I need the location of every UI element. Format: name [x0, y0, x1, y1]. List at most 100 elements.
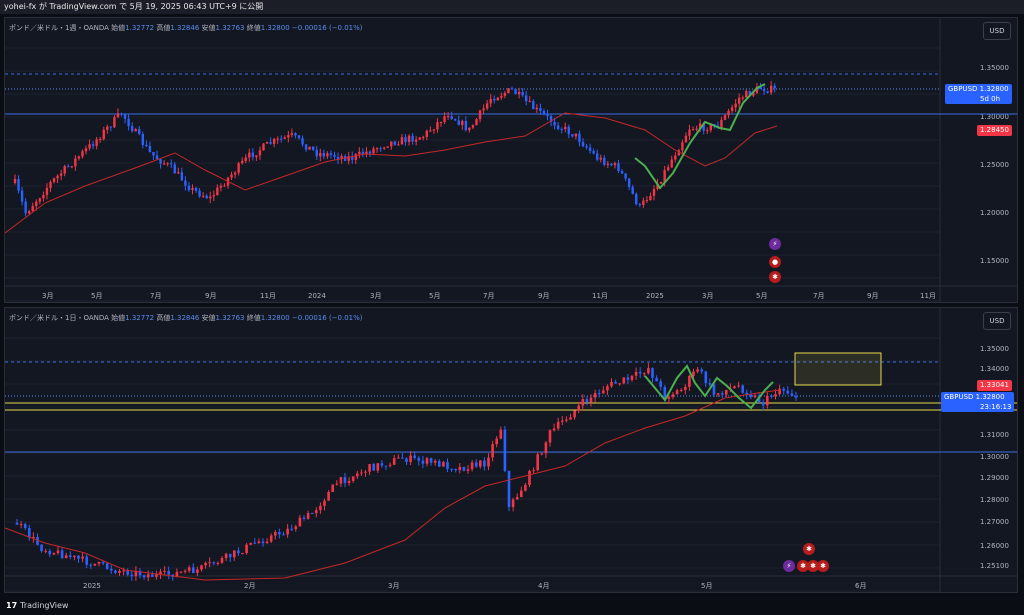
- candle-body: [134, 129, 137, 132]
- candle-body: [224, 553, 228, 558]
- candle-body: [617, 163, 620, 171]
- candle-body: [173, 164, 176, 174]
- candle-body: [549, 116, 553, 122]
- candle-body: [19, 524, 23, 526]
- candle-body: [56, 175, 59, 179]
- candle-body: [556, 421, 560, 429]
- candle-body: [454, 119, 457, 121]
- candle-body: [507, 471, 511, 507]
- symbol-description: ポンド／米ドル・1日・OANDA: [9, 314, 109, 322]
- publish-info-text: yohei-fx が TradingView.com で 5月 19, 2025…: [4, 2, 264, 11]
- price-tick-label: 1.30000: [980, 453, 1009, 461]
- price-tick-label: 1.25000: [980, 161, 1009, 169]
- time-tick-label: 2024: [308, 292, 326, 300]
- lightning-event-icon[interactable]: ⚡: [783, 560, 795, 572]
- candle-body: [759, 86, 762, 89]
- daily-chart-pane[interactable]: 1.350001.340001.330001.320001.310001.300…: [4, 307, 1018, 593]
- weekly-chart-pane[interactable]: 1.35000 1.30000 1.25000 1.20000 1.15000 3月 5月 7…: [4, 17, 1018, 303]
- candle-body: [228, 553, 232, 558]
- candle-body: [446, 462, 449, 469]
- weekly-chart-canvas[interactable]: 1.35000 1.30000 1.25000 1.20000 1.15000 3月 5月 7…: [5, 18, 1018, 303]
- time-tick-label: 11月: [260, 292, 276, 300]
- time-tick-label: 3月: [42, 292, 53, 300]
- candle-body: [276, 138, 279, 140]
- candle-body: [471, 125, 475, 128]
- lightning-event-icon[interactable]: ⚡: [769, 238, 781, 250]
- candle-body: [386, 146, 389, 148]
- candle-body: [659, 381, 662, 387]
- candle-body: [630, 375, 634, 380]
- uk-flag-event-icon[interactable]: ✱: [797, 560, 809, 572]
- candle-body: [631, 187, 634, 194]
- daily-chart-canvas[interactable]: 1.350001.340001.330001.320001.310001.300…: [5, 308, 1018, 593]
- us-flag-event-icon[interactable]: ●: [769, 256, 781, 268]
- moving-average-line: [5, 112, 778, 234]
- candle-body: [375, 148, 379, 150]
- candle-body: [414, 139, 418, 142]
- candle-body: [32, 536, 35, 538]
- candle-body: [413, 455, 416, 458]
- currency-button[interactable]: USD: [983, 312, 1011, 330]
- candle-body: [496, 97, 499, 101]
- candle-body: [358, 151, 361, 155]
- time-tick-label: 5月: [701, 582, 712, 590]
- candle-body: [212, 562, 216, 564]
- candle-body: [634, 371, 638, 376]
- candle-body: [468, 127, 471, 131]
- candle-body: [91, 144, 95, 146]
- uk-flag-event-icon[interactable]: ✱: [769, 271, 781, 283]
- candle-body: [265, 142, 269, 144]
- candle-body: [438, 460, 441, 467]
- candle-body: [105, 563, 109, 569]
- candle-body: [141, 134, 144, 145]
- candle-body: [151, 574, 154, 577]
- uk-flag-event-icon[interactable]: ✱: [803, 543, 815, 555]
- candle-body: [198, 190, 201, 197]
- time-tick-label: 5月: [756, 292, 767, 300]
- candle-body: [116, 113, 120, 118]
- candle-body: [528, 101, 531, 103]
- time-tick-label: 3月: [370, 292, 381, 300]
- candle-body: [461, 120, 464, 126]
- candle-body: [782, 388, 785, 391]
- candle-body: [479, 460, 482, 467]
- candle-body: [638, 371, 642, 374]
- candle-body: [196, 569, 199, 574]
- candle-body: [101, 561, 105, 564]
- candle-body: [304, 144, 308, 150]
- uk-flag-event-icon[interactable]: ✱: [807, 560, 819, 572]
- candle-body: [532, 101, 535, 110]
- candle-body: [216, 562, 220, 564]
- candle-body: [315, 149, 318, 157]
- candle-body: [397, 457, 400, 459]
- candle-body: [392, 458, 396, 465]
- daily-legend: ポンド／米ドル・1日・OANDA 始値1.32772 高値1.32846 安値1…: [9, 314, 363, 322]
- footer-bar: 17 TradingView: [0, 596, 1024, 615]
- time-tick-label: 9月: [867, 292, 878, 300]
- candle-body: [351, 476, 355, 481]
- candle-body: [432, 129, 436, 131]
- price-tick-label: 1.31000: [980, 431, 1009, 439]
- time-tick-label: 7月: [150, 292, 161, 300]
- candle-body: [368, 151, 372, 154]
- candle-body: [436, 122, 439, 130]
- tradingview-logo-icon[interactable]: 17: [6, 601, 18, 610]
- candle-body: [237, 550, 240, 554]
- price-tick-label: 1.27000: [980, 518, 1009, 526]
- candle-body: [466, 469, 470, 471]
- candle-body: [269, 142, 272, 144]
- candle-body: [380, 463, 384, 466]
- candle-body: [118, 570, 121, 573]
- candle-body: [761, 402, 765, 406]
- candle-body: [290, 133, 294, 136]
- candle-body: [122, 570, 125, 572]
- candle-body: [573, 410, 576, 418]
- price-tick-label: 1.35000: [980, 64, 1009, 72]
- candle-body: [40, 544, 43, 552]
- candle-body: [638, 204, 641, 206]
- candle-body: [343, 477, 347, 483]
- candle-body: [433, 460, 437, 463]
- currency-button[interactable]: USD: [983, 22, 1011, 40]
- uk-flag-event-icon[interactable]: ✱: [817, 560, 829, 572]
- candle-body: [401, 457, 404, 459]
